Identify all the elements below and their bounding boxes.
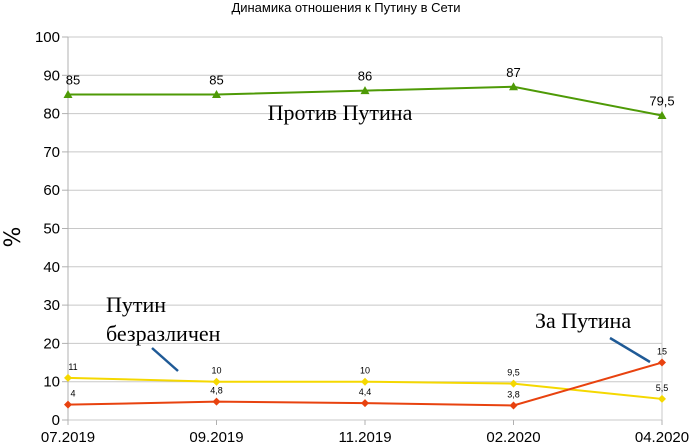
data-label: 11	[68, 362, 77, 372]
y-axis-label: %	[1, 227, 26, 248]
data-label: 4	[70, 389, 75, 399]
x-tick-label: 11.2019	[338, 429, 391, 446]
data-label: 86	[358, 69, 372, 84]
data-point	[509, 401, 518, 410]
data-point	[63, 89, 73, 98]
chart-title: Динамика отношения к Путину в Сети	[231, 0, 460, 15]
data-point	[658, 394, 666, 403]
data-point	[212, 89, 221, 98]
x-tick-label: 02.2020	[486, 429, 540, 446]
data-label: 79,5	[649, 94, 674, 109]
y-tick-label: 70	[43, 144, 60, 161]
y-tick-label: 50	[43, 221, 60, 238]
data-label: 5,5	[656, 383, 669, 393]
y-axis-ticks: 0 10 20 30 40 50 60 70 80 90 100	[35, 29, 68, 429]
annotation-arrow-indifferent	[151, 347, 179, 372]
y-tick-label: 30	[43, 297, 60, 314]
x-tick-label: 09.2019	[189, 429, 243, 446]
data-label: 15	[657, 347, 667, 357]
x-tick-label: 04.2020	[635, 429, 689, 446]
y-tick-label: 90	[43, 67, 60, 84]
y-tick-label: 80	[43, 106, 60, 123]
annotation-arrow-for	[609, 336, 651, 364]
y-tick-label: 20	[43, 335, 60, 352]
data-point	[64, 373, 72, 382]
data-label: 87	[506, 65, 520, 80]
data-label: 85	[66, 72, 80, 87]
data-point	[658, 358, 666, 367]
data-point	[212, 377, 221, 386]
y-tick-label: 10	[43, 374, 60, 391]
data-label: 3,8	[507, 389, 520, 399]
data-label: 85	[209, 72, 223, 87]
data-point	[360, 86, 370, 95]
data-point	[361, 399, 369, 408]
data-label: 4,8	[210, 386, 223, 396]
annotation-indifferent-line1: Путин	[106, 292, 166, 317]
data-point	[212, 397, 221, 406]
data-point	[657, 111, 667, 120]
y-tick-label: 100	[35, 29, 60, 46]
series-layer	[63, 82, 667, 410]
data-point	[361, 377, 369, 386]
y-tick-label: 60	[43, 182, 60, 199]
data-label: 10	[211, 366, 221, 376]
annotation-against: Против Путина	[268, 100, 413, 125]
data-label: 4,4	[359, 387, 372, 397]
x-axis-ticks: 07.2019 09.2019 11.2019 02.2020 04.2020	[41, 420, 689, 446]
annotation-for: За Путина	[535, 308, 631, 333]
data-point	[64, 400, 72, 409]
data-label: 10	[360, 366, 370, 376]
data-point	[509, 82, 518, 91]
y-tick-label: 0	[52, 412, 60, 429]
data-label: 9,5	[507, 368, 520, 378]
data-labels-layer: 85 85 86 87 79,5 11 10 10 9,5 5,5 4 4,8 4,4 3,8 15	[66, 65, 675, 400]
data-point	[509, 379, 518, 388]
y-tick-label: 40	[43, 259, 60, 276]
x-tick-label: 07.2019	[41, 429, 95, 446]
gridlines	[67, 36, 663, 421]
annotation-indifferent-line2: безразличен	[106, 321, 221, 346]
